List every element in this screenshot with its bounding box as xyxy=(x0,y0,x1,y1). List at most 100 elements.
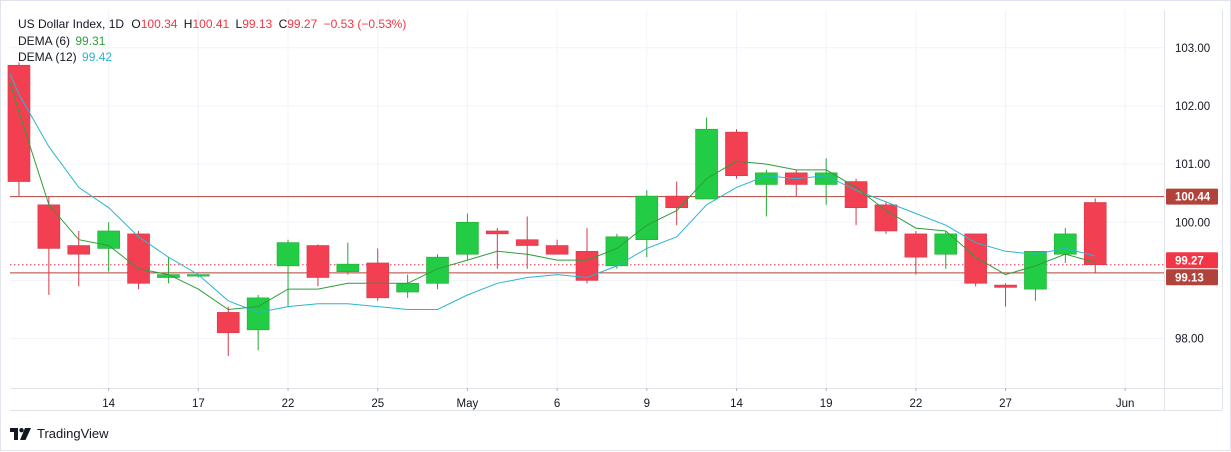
candle-body xyxy=(904,233,928,258)
open-label: O xyxy=(131,17,141,31)
candle-body xyxy=(545,245,569,255)
candle[interactable] xyxy=(216,306,240,357)
candle-body xyxy=(515,239,539,246)
candle[interactable] xyxy=(366,248,390,301)
brand[interactable]: TradingView xyxy=(10,426,109,441)
y-tick-label: 103.00 xyxy=(1175,43,1210,55)
candle[interactable] xyxy=(695,117,718,200)
candle-body xyxy=(725,131,748,177)
x-tick-label: 22 xyxy=(909,398,922,410)
candle-body xyxy=(934,233,958,255)
y-tick-label: 100.00 xyxy=(1175,217,1210,229)
candle[interactable] xyxy=(635,190,659,258)
candle[interactable] xyxy=(994,283,1017,307)
price-label-bg xyxy=(1166,252,1218,269)
dema6-legend[interactable]: DEMA (6) 99.31 xyxy=(18,33,406,50)
dema12-value: 99.42 xyxy=(82,50,113,64)
candle-body xyxy=(486,230,509,235)
price-label-bg xyxy=(1166,269,1218,286)
open-value: 100.34 xyxy=(140,17,178,31)
candle-body xyxy=(396,283,419,293)
candle-body xyxy=(635,195,659,241)
candle[interactable] xyxy=(725,129,748,179)
candle-body xyxy=(1054,233,1077,255)
close-value: 99.27 xyxy=(287,17,318,31)
candle-body xyxy=(1024,251,1047,290)
x-axis[interactable]: 14 17 22 25 May 6 9 14 19 22 27 Jun xyxy=(102,388,1134,410)
y-tick-label: 102.00 xyxy=(1175,101,1210,113)
x-tick-label: 22 xyxy=(282,398,295,410)
dema12-line xyxy=(9,73,1096,313)
low-label: L xyxy=(235,17,243,31)
candle-body xyxy=(844,181,868,209)
candle[interactable] xyxy=(97,222,120,272)
candle[interactable] xyxy=(934,230,958,269)
candle-body xyxy=(216,312,240,334)
candle-body xyxy=(755,172,778,185)
x-tick-label: 27 xyxy=(999,398,1012,410)
x-tick-label: 19 xyxy=(820,398,833,410)
candle[interactable] xyxy=(426,254,449,290)
candle[interactable] xyxy=(246,294,270,351)
candle[interactable] xyxy=(964,233,987,287)
dema12-name: DEMA (12) xyxy=(18,50,77,64)
candle[interactable] xyxy=(306,244,330,287)
dema6-value: 99.31 xyxy=(75,33,106,48)
candle[interactable] xyxy=(1054,228,1077,263)
candle[interactable] xyxy=(1024,251,1047,301)
candle[interactable] xyxy=(127,230,150,290)
candle[interactable] xyxy=(1083,198,1107,273)
interval[interactable]: 1D xyxy=(108,17,125,31)
candle[interactable] xyxy=(665,181,688,226)
candle[interactable] xyxy=(575,228,599,284)
candle-body xyxy=(874,204,898,232)
candle-body xyxy=(456,221,479,255)
candle-body xyxy=(306,245,330,278)
candle[interactable] xyxy=(545,239,569,255)
candle[interactable] xyxy=(336,242,360,275)
price-label: 99.13 xyxy=(1166,269,1218,286)
grid xyxy=(10,10,1164,388)
x-tick-label: 9 xyxy=(644,398,650,410)
dema-lines xyxy=(9,73,1096,313)
high-value: 100.41 xyxy=(192,17,230,31)
candle[interactable] xyxy=(814,158,838,205)
symbol-name[interactable]: US Dollar Index xyxy=(18,17,103,31)
x-tick-label: 25 xyxy=(371,398,384,410)
candle[interactable] xyxy=(486,228,509,269)
candle[interactable] xyxy=(7,62,31,197)
candle-body xyxy=(67,245,91,255)
candle[interactable] xyxy=(456,213,479,261)
candle[interactable] xyxy=(755,169,778,217)
candle-body xyxy=(575,251,599,281)
candle-body xyxy=(276,242,300,267)
candle-body xyxy=(246,297,270,331)
candle[interactable] xyxy=(515,216,539,269)
close-label: C xyxy=(278,17,288,31)
candle[interactable] xyxy=(784,169,808,197)
dema6-name: DEMA (6) xyxy=(18,33,71,48)
low-value: 99.13 xyxy=(242,17,273,31)
candle-body xyxy=(994,284,1017,288)
candle[interactable] xyxy=(874,201,898,234)
dema12-legend[interactable]: DEMA (12) 99.42 xyxy=(18,49,406,66)
tradingview-logo-icon xyxy=(10,427,31,440)
x-tick-label: 6 xyxy=(554,398,560,410)
y-tick-label: 98.00 xyxy=(1175,334,1204,346)
candle[interactable] xyxy=(844,178,868,226)
candle[interactable] xyxy=(276,239,300,307)
high-label: H xyxy=(183,17,193,31)
price-labels: 100.44 99.27 99.13 xyxy=(1166,188,1218,286)
candle[interactable] xyxy=(396,274,419,298)
candle-body xyxy=(366,262,390,299)
candle-body xyxy=(7,64,31,182)
candle-body xyxy=(37,204,61,249)
candle[interactable] xyxy=(904,230,928,275)
legend: US Dollar Index, 1D O100.34 H100.41 L99.… xyxy=(18,16,406,66)
price-label: 100.44 xyxy=(1166,188,1218,205)
candle[interactable] xyxy=(157,257,180,284)
price-label-text: 99.13 xyxy=(1175,272,1204,284)
